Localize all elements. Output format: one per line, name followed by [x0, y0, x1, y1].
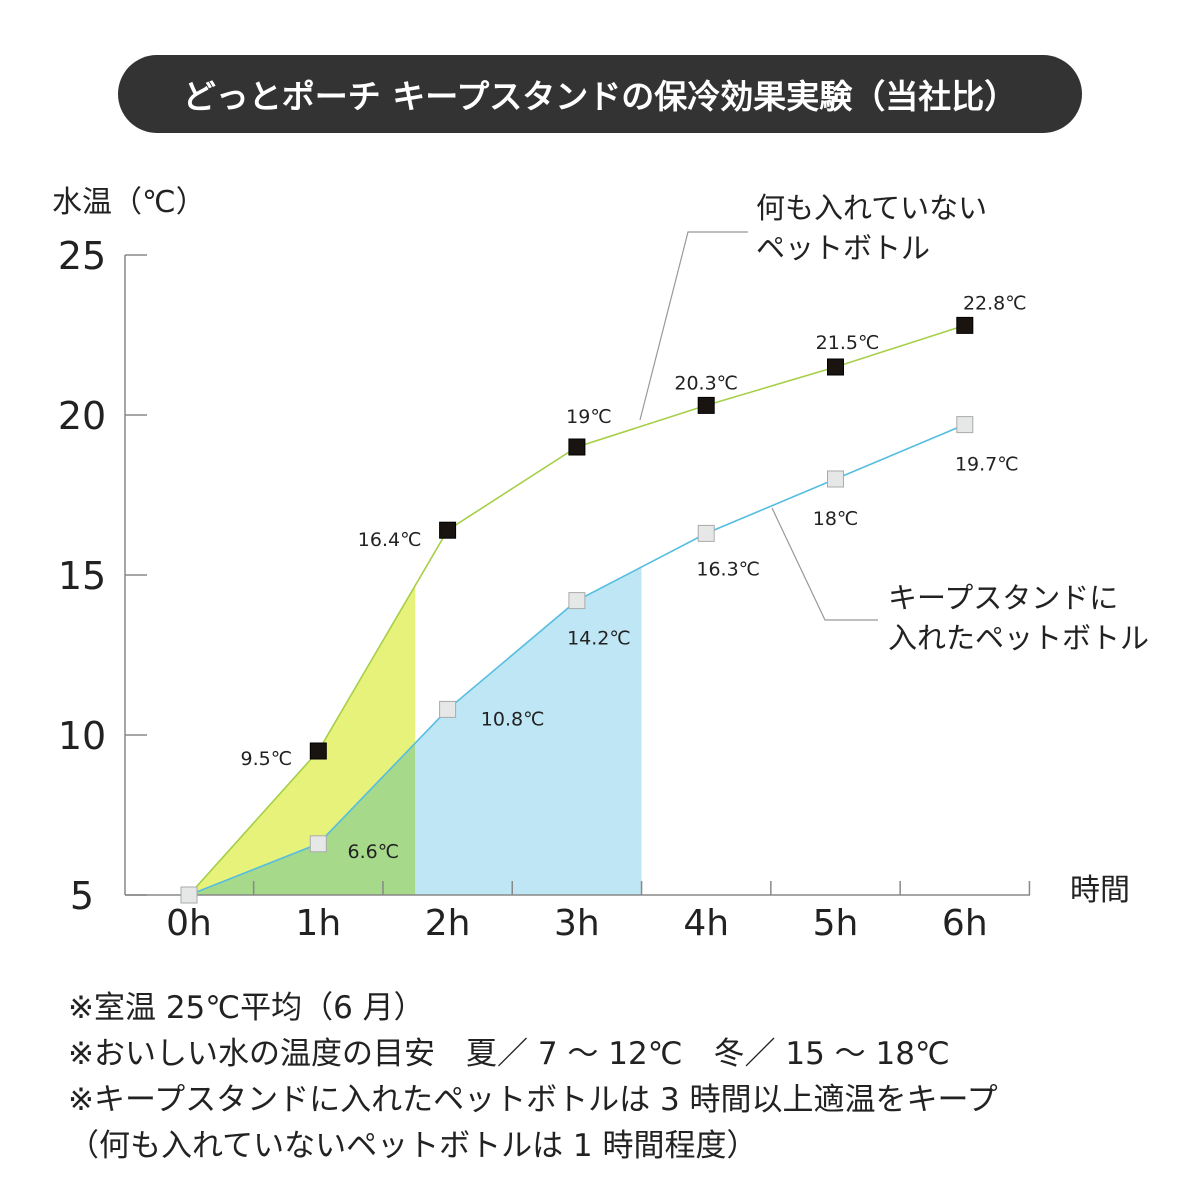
data-point — [568, 438, 586, 456]
data-point — [956, 416, 974, 434]
shaded-region — [189, 743, 416, 895]
data-label: 10.8℃ — [481, 708, 545, 730]
x-tick-label: 0h — [166, 903, 212, 944]
legend-label: 何も入れていない — [756, 191, 987, 225]
data-label: 18℃ — [813, 508, 859, 530]
x-tick-label: 6h — [942, 903, 988, 944]
data-label: 21.5℃ — [816, 332, 880, 354]
x-tick-label: 5h — [813, 903, 859, 944]
x-tick-label: 4h — [683, 903, 729, 944]
y-tick-label: 20 — [58, 394, 106, 438]
y-tick-label: 5 — [70, 874, 94, 918]
x-axis-label: 時間 — [1070, 873, 1130, 908]
note: ※室温 25℃平均（6 月） — [68, 990, 425, 1026]
x-tick-label: 3h — [554, 903, 600, 944]
legend-label: ペットボトル — [756, 231, 930, 265]
data-label: 16.4℃ — [358, 529, 422, 551]
data-point — [439, 521, 457, 539]
callout-line — [639, 231, 748, 421]
data-label: 9.5℃ — [241, 748, 293, 770]
data-point — [439, 700, 457, 718]
legend-label: 入れたペットボトル — [888, 621, 1149, 655]
data-label: 19.7℃ — [955, 454, 1019, 476]
note: ※おいしい水の温度の目安 夏／ 7 ～ 12℃ 冬／ 15 ～ 18℃ — [68, 1036, 950, 1072]
y-tick-label: 25 — [58, 234, 106, 278]
title: どっとポーチ キープスタンドの保冷効果実験（当社比） — [182, 77, 1018, 116]
note: （何も入れていないペットボトルは 1 時間程度） — [68, 1128, 758, 1164]
data-point — [956, 316, 974, 334]
x-tick-label: 2h — [425, 903, 471, 944]
legend-label: キープスタンドに — [888, 581, 1118, 615]
data-point — [180, 886, 198, 904]
y-axis-label: 水温（℃） — [52, 185, 206, 220]
notes: ※室温 25℃平均（6 月） ※おいしい水の温度の目安 夏／ 7 ～ 12℃ 冬… — [68, 985, 998, 1169]
data-point — [309, 742, 327, 760]
title-banner: どっとポーチ キープスタンドの保冷効果実験（当社比） — [118, 55, 1082, 133]
shaded-region — [415, 567, 642, 895]
data-label: 19℃ — [566, 406, 612, 428]
data-point — [827, 470, 844, 488]
data-label: 22.8℃ — [963, 292, 1027, 314]
data-point — [697, 524, 715, 542]
data-point — [309, 835, 327, 853]
data-label: 20.3℃ — [674, 372, 738, 394]
data-label: 14.2℃ — [567, 628, 631, 650]
data-label: 16.3℃ — [696, 558, 760, 580]
callout-line — [771, 507, 878, 621]
data-point — [827, 358, 844, 376]
x-tick-label: 1h — [295, 903, 341, 944]
y-tick-label: 10 — [58, 714, 106, 758]
data-point — [697, 396, 715, 414]
note: ※キープスタンドに入れたペットボトルは 3 時間以上適温をキープ — [68, 1082, 998, 1118]
data-point — [568, 592, 586, 610]
data-label: 6.6℃ — [348, 841, 400, 863]
y-tick-label: 15 — [58, 554, 106, 598]
